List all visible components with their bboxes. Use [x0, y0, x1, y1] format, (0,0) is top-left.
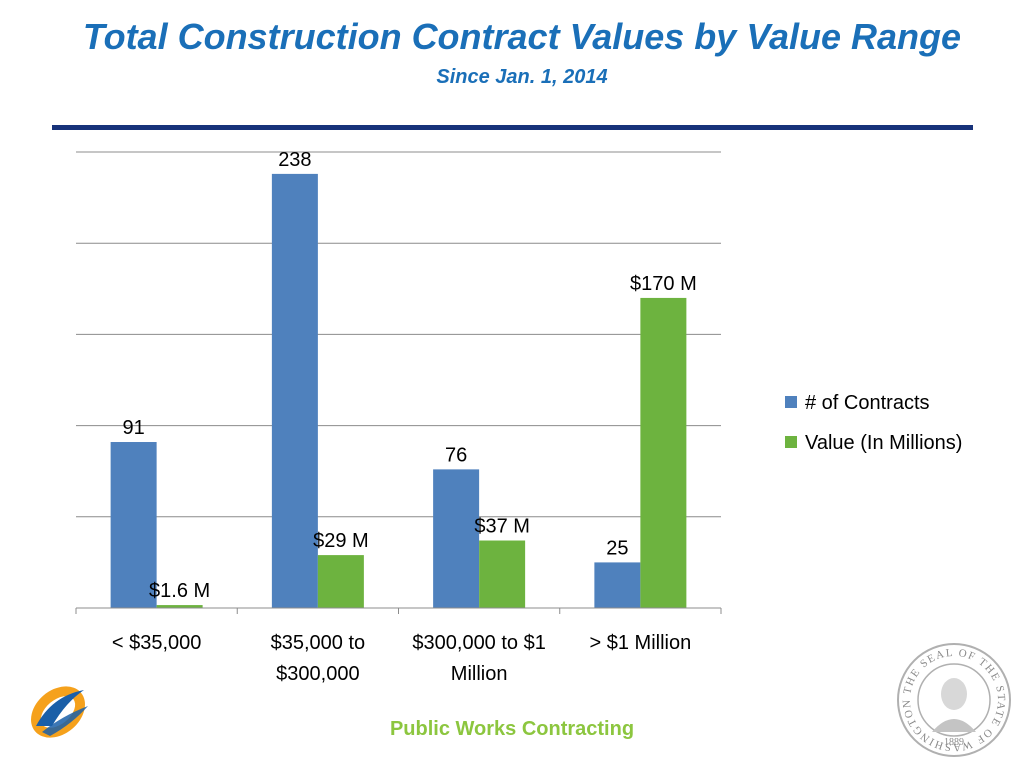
- x-tick-label-line: > $1 Million: [590, 632, 692, 654]
- page-title: Total Construction Contract Values by Va…: [82, 16, 962, 57]
- x-tick-label-line: Million: [451, 663, 508, 685]
- state-seal-icon: THE SEAL OF THE STATE OF WASHINGTON 1889: [896, 642, 1012, 758]
- bar-contracts: [110, 442, 157, 608]
- bar-contracts: [594, 562, 641, 608]
- x-tick-label: $300,000 to $1 Million: [412, 632, 545, 685]
- x-tick-label: > $1 Million: [590, 632, 692, 654]
- bar-chart: 91 $1.6 M 238 $29 M 76 $37 M 25 $170 M < $35,00…: [75, 149, 962, 685]
- swoosh-logo-icon: [22, 676, 94, 748]
- legend: # of Contracts Value (In Millions): [785, 392, 962, 454]
- bars: [110, 173, 687, 608]
- x-tick-label-line: $300,000 to $1: [412, 632, 545, 654]
- legend-swatch: [785, 436, 797, 448]
- title-divider: [52, 125, 973, 130]
- data-label: $170 M: [630, 273, 697, 295]
- x-axis: < $35,000 $35,000 to $300,000 $300,000 to $…: [75, 607, 722, 685]
- bar-value: [317, 555, 364, 608]
- data-label: 238: [278, 149, 311, 171]
- bar-value: [640, 297, 687, 608]
- bar-value: [479, 540, 526, 608]
- data-label: $1.6 M: [149, 580, 210, 602]
- x-tick-label-line: $300,000: [276, 663, 359, 685]
- legend-swatch: [785, 396, 797, 408]
- x-tick-label-line: $35,000 to: [271, 632, 366, 654]
- legend-label: # of Contracts: [805, 392, 930, 414]
- data-label: 76: [445, 444, 467, 466]
- bar-contracts: [271, 173, 318, 608]
- page-subtitle: Since Jan. 1, 2014: [436, 66, 608, 88]
- bar-value: [156, 605, 203, 608]
- x-tick-label-line: < $35,000: [112, 632, 202, 654]
- data-label: $29 M: [313, 530, 369, 552]
- data-labels: 91 $1.6 M 238 $29 M 76 $37 M 25 $170 M: [123, 149, 697, 602]
- legend-label: Value (In Millions): [805, 432, 962, 454]
- data-label: $37 M: [474, 516, 530, 538]
- x-tick-label: $35,000 to $300,000: [271, 632, 366, 685]
- data-label: 25: [606, 537, 628, 559]
- x-tick-label: < $35,000: [112, 632, 202, 654]
- bar-contracts: [433, 469, 480, 608]
- data-label: 91: [123, 417, 145, 439]
- svg-text:1889: 1889: [944, 737, 964, 748]
- footer-text: Public Works Contracting: [389, 718, 635, 740]
